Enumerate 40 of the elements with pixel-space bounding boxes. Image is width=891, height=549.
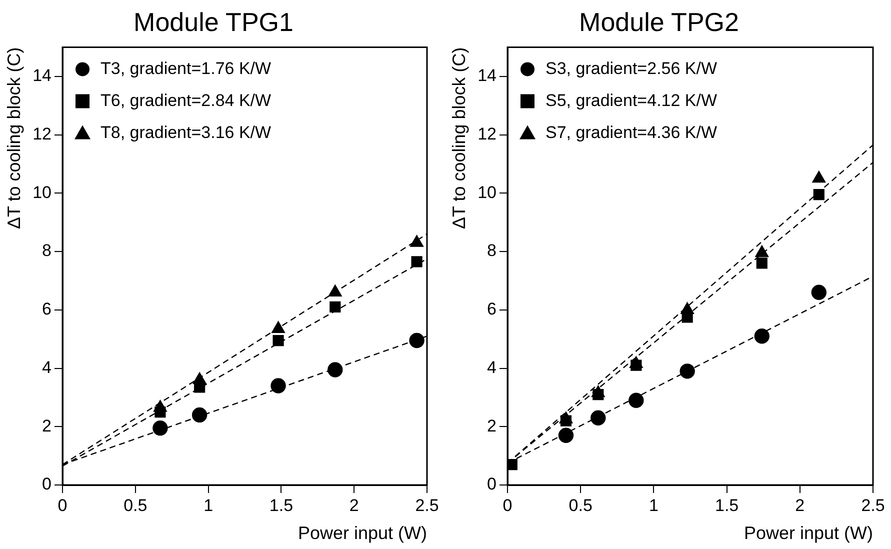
y-tick-label: 4	[487, 358, 497, 377]
y-tick-label: 10	[32, 182, 52, 202]
y-tick-label: 12	[478, 124, 497, 144]
y-tick-label: 6	[487, 300, 497, 319]
y-tick-label: 2	[487, 416, 497, 436]
chart-title: Module TPG2	[579, 6, 739, 37]
x-axis-title: Power input (W)	[744, 523, 873, 544]
y-tick-label: 6	[42, 300, 52, 319]
y-tick-label: 14	[32, 66, 52, 86]
x-tick-label: 1.5	[714, 496, 739, 515]
legend-label: T3, gradient=1.76 K/W	[100, 58, 272, 78]
x-tick-label: 0	[58, 496, 68, 515]
x-tick-label: 2.5	[415, 496, 439, 515]
y-tick-label: 4	[42, 358, 52, 377]
x-tick-label: 1	[648, 496, 658, 515]
x-tick-label: 1.5	[269, 496, 294, 515]
legend-label: S3, gradient=2.56 K/W	[546, 58, 718, 78]
x-tick-label: 0	[502, 496, 512, 515]
y-tick-label: 0	[42, 474, 52, 494]
chart-title: Module TPG1	[134, 6, 294, 37]
x-tick-label: 2	[349, 496, 359, 515]
y-tick-label: 14	[478, 66, 497, 86]
y-tick-label: 0	[487, 474, 497, 494]
y-axis-title: ΔT to cooling block (C)	[448, 47, 469, 229]
y-tick-label: 8	[487, 241, 497, 260]
legend-label: S7, gradient=4.36 K/W	[546, 122, 718, 142]
legend-label: S5, gradient=4.12 K/W	[546, 90, 718, 110]
x-tick-label: 2.5	[861, 496, 885, 515]
x-axis-title: Power input (W)	[298, 523, 427, 544]
y-tick-label: 8	[42, 241, 52, 260]
y-axis-title: ΔT to cooling block (C)	[4, 47, 24, 229]
legend-label: T8, gradient=3.16 K/W	[100, 122, 272, 142]
y-tick-label: 10	[478, 182, 497, 202]
y-tick-label: 2	[42, 416, 52, 436]
legend-label: T6, gradient=2.84 K/W	[100, 90, 272, 110]
y-tick-label: 12	[32, 124, 52, 144]
x-tick-label: 1	[204, 496, 214, 515]
x-tick-label: 0.5	[124, 496, 148, 515]
x-tick-label: 0.5	[568, 496, 592, 515]
x-tick-label: 2	[795, 496, 805, 515]
